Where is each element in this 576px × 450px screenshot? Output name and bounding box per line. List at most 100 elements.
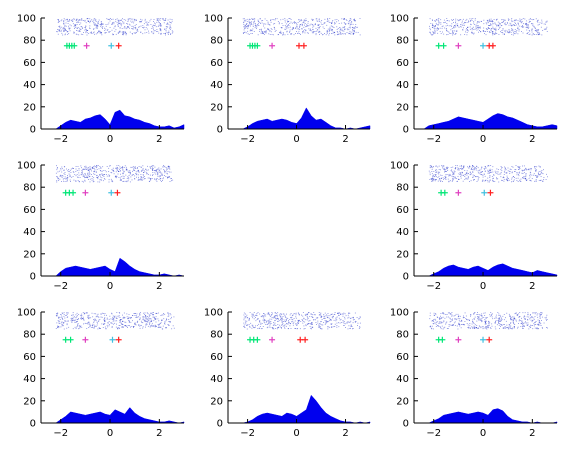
raster-dot	[265, 30, 266, 32]
raster-dot	[139, 314, 141, 315]
raster-dot	[469, 28, 471, 30]
raster-dot	[126, 313, 128, 315]
raster-dot	[261, 31, 263, 32]
raster-dot	[464, 34, 466, 35]
raster-dot	[502, 28, 504, 29]
raster-dot	[156, 178, 157, 180]
raster-dot	[111, 313, 113, 315]
raster-dot	[499, 321, 501, 322]
raster-dot	[449, 324, 451, 326]
raster-dot	[460, 26, 462, 28]
raster-dot	[326, 321, 328, 323]
raster-dot	[301, 20, 303, 22]
raster-dot	[88, 317, 90, 319]
raster-dot	[315, 319, 316, 321]
raster-dot	[147, 313, 149, 315]
histogram-area	[237, 107, 371, 130]
raster-dot	[63, 23, 65, 25]
raster-dot	[488, 325, 490, 326]
raster-dot	[344, 29, 345, 30]
raster-dot	[496, 324, 498, 326]
raster-dot	[347, 321, 349, 323]
raster-dot	[134, 313, 136, 314]
raster-dot	[429, 312, 431, 314]
raster-dot	[429, 326, 431, 328]
raster-dot	[469, 174, 471, 176]
raster-dot	[280, 27, 282, 28]
raster-dot	[127, 18, 129, 20]
raster-dot	[440, 177, 442, 179]
raster-dot	[64, 29, 66, 31]
raster-dot	[297, 319, 299, 321]
raster-dot	[488, 28, 490, 29]
raster-dot	[258, 323, 260, 325]
raster-dot	[530, 319, 532, 321]
raster-dot	[108, 167, 110, 169]
raster-dot	[342, 315, 344, 317]
raster-dot	[463, 165, 465, 167]
raster-dot	[102, 26, 104, 27]
raster-dot	[311, 316, 313, 318]
raster-dot	[123, 312, 125, 314]
raster-dot	[476, 176, 478, 178]
raster-dot	[134, 26, 136, 28]
raster-dot	[253, 327, 255, 328]
raster-dot	[122, 314, 123, 316]
raster-dot	[119, 167, 121, 169]
raster-dot	[95, 313, 97, 315]
raster-dot	[159, 324, 161, 326]
raster-dot	[541, 34, 543, 36]
raster-dot	[130, 18, 132, 20]
raster-dot	[167, 312, 169, 314]
raster-dot	[344, 313, 346, 315]
raster-dot	[518, 316, 520, 317]
raster-dot	[493, 19, 495, 20]
raster-dot	[459, 165, 461, 167]
raster-dot	[150, 178, 152, 180]
raster-dot	[441, 321, 442, 323]
raster-dot	[256, 26, 258, 28]
raster-dot	[449, 33, 451, 34]
raster-dot	[93, 22, 95, 24]
raster-dot	[494, 322, 496, 324]
raster-dot	[165, 167, 167, 168]
raster-dot	[132, 166, 134, 167]
raster-dot	[66, 19, 68, 21]
raster-dot	[492, 33, 494, 35]
y-tick-label: 80	[23, 330, 36, 341]
raster-dot	[344, 33, 346, 34]
raster-dot	[527, 32, 529, 33]
raster-dot	[328, 30, 330, 32]
raster-dot	[263, 317, 265, 319]
raster-dot	[339, 29, 341, 30]
raster-dot	[256, 325, 258, 326]
raster-dot	[343, 18, 345, 20]
y-tick-label: 80	[396, 36, 409, 47]
raster-dot	[437, 20, 439, 21]
x-tick-label: 0	[107, 281, 113, 292]
raster-dot	[89, 326, 91, 328]
raster-dot	[155, 325, 157, 327]
event-marker	[439, 336, 446, 343]
raster-dot	[152, 172, 154, 173]
raster-dot	[166, 168, 168, 170]
raster-dot	[485, 317, 487, 318]
raster-dot	[167, 171, 169, 172]
raster-dot	[113, 27, 115, 29]
raster-dot	[529, 318, 531, 320]
raster-dot	[146, 316, 148, 318]
raster-dot	[118, 32, 119, 34]
raster-dot	[525, 322, 527, 324]
raster-dot	[135, 174, 137, 176]
raster-dot	[447, 170, 449, 171]
raster-dot	[114, 315, 116, 317]
raster-dot	[87, 316, 88, 318]
raster-dot	[98, 30, 100, 32]
raster-dot	[275, 318, 277, 320]
raster-dot	[99, 32, 101, 34]
raster-dot	[432, 24, 434, 26]
raster-dot	[129, 173, 131, 175]
raster-dot	[521, 26, 523, 27]
y-tick-label: 0	[403, 419, 409, 430]
event-marker	[489, 42, 496, 49]
